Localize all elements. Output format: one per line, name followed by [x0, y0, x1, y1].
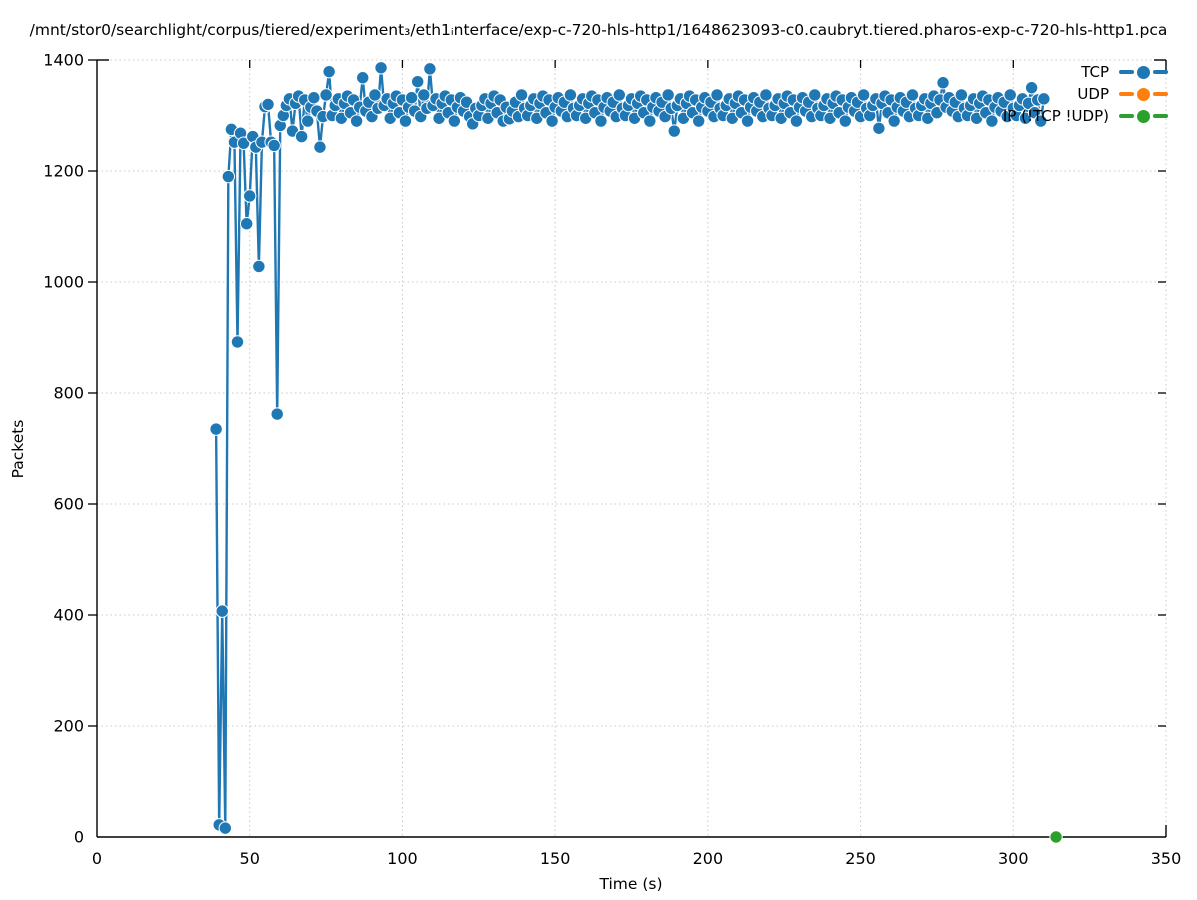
tcp-series-line	[214, 66, 1046, 830]
x-tick-label: 300	[998, 849, 1029, 868]
y-tick-label: 1000	[43, 273, 84, 292]
tcp-data-point	[215, 604, 229, 618]
tcp-data-point	[239, 217, 254, 231]
tcp-data-point	[985, 114, 999, 128]
legend-line-icon	[1153, 70, 1168, 74]
tcp-data-point	[1024, 81, 1039, 95]
tcp-data-point	[411, 74, 425, 89]
tcp-data-point	[563, 88, 578, 102]
legend-line-icon	[1153, 92, 1168, 96]
y-tick-label: 1400	[43, 51, 84, 70]
tcp-data-point	[887, 114, 901, 128]
x-tick-label: 150	[540, 849, 571, 868]
tcp-data-point	[319, 88, 333, 102]
legend-marker-icon	[1137, 65, 1150, 79]
y-tick-label: 200	[53, 717, 84, 736]
tcp-data-point	[307, 91, 321, 105]
tcp-data-point	[230, 335, 245, 349]
tcp-data-point	[236, 136, 251, 150]
tcp-data-point	[1037, 92, 1051, 106]
tcp-data-point	[740, 114, 755, 128]
legend-marker-icon	[1137, 109, 1150, 123]
tcp-data-point	[514, 88, 529, 102]
tcp-data-point	[261, 97, 275, 112]
tcp-data-point	[368, 88, 382, 102]
tcp-data-point	[838, 114, 852, 128]
legend-item-tcp: TCP	[1003, 61, 1168, 83]
legend-label-udp: UDP	[1077, 85, 1109, 103]
tcp-data-point	[221, 169, 236, 184]
x-tick-label: 200	[693, 849, 724, 868]
tcp-data-point	[1003, 88, 1017, 102]
legend-marker-icon	[1137, 87, 1150, 101]
y-tick-label: 600	[53, 495, 84, 514]
y-tick-label: 800	[53, 384, 84, 403]
legend-label-tcp: TCP	[1081, 63, 1109, 81]
legend-item-udp: UDP	[1003, 83, 1168, 105]
legend-line-icon	[1153, 114, 1168, 118]
tcp-data-point	[1034, 114, 1048, 128]
tcp-data-point	[759, 88, 773, 102]
tcp-data-point	[667, 124, 681, 138]
tcp-data-point	[545, 114, 559, 128]
legend-line-icon	[1119, 70, 1134, 74]
tcp-data-point	[423, 62, 437, 76]
x-tick-label: 0	[92, 849, 102, 868]
y-tick-label: 0	[74, 828, 84, 847]
tcp-data-point	[270, 407, 284, 421]
tcp-data-point	[661, 88, 675, 102]
y-tick-label: 400	[53, 606, 84, 625]
ip-tcp-udp-data-point	[1049, 830, 1063, 844]
tcp-data-point	[872, 121, 886, 135]
tcp-data-point	[267, 138, 281, 153]
tcp-data-point	[691, 114, 706, 128]
legend-sample-udp	[1119, 87, 1168, 101]
y-tick-label: 1200	[43, 162, 84, 181]
tcp-data-point	[954, 88, 969, 102]
tcp-data-point	[322, 64, 336, 79]
tcp-data-point	[643, 114, 657, 128]
tcp-data-point	[294, 129, 309, 144]
tcp-data-point	[612, 88, 626, 102]
legend-sample-tcp	[1119, 65, 1168, 79]
tcp-data-point	[374, 61, 388, 75]
legend-label-ip-other: IP (!TCP !UDP)	[1002, 107, 1109, 125]
tcp-data-point	[252, 259, 266, 274]
x-axis-title: Time (s)	[599, 875, 663, 893]
chart-title: /mnt/stor0/searchlight/corpus/tiered/exp…	[29, 21, 1168, 39]
tcp-data-point	[243, 189, 257, 203]
tcp-data-point	[789, 114, 804, 128]
x-tick-label: 100	[387, 849, 418, 868]
tcp-data-point	[447, 114, 462, 128]
tcp-data-point	[301, 114, 315, 128]
legend: TCP UDP IP (!TCP !UDP)	[1003, 61, 1168, 127]
x-tick-label: 250	[845, 849, 876, 868]
legend-item-ip-other: IP (!TCP !UDP)	[1003, 105, 1168, 127]
tcp-data-point	[905, 88, 920, 102]
tcp-data-point	[313, 140, 327, 154]
tcp-data-point	[356, 71, 370, 85]
legend-line-icon	[1119, 114, 1134, 118]
tcp-data-point	[349, 114, 364, 128]
tcp-data-point	[808, 88, 822, 102]
tcp-data-point	[209, 422, 223, 436]
x-tick-label: 50	[240, 849, 260, 868]
tcp-data-point	[417, 88, 431, 102]
tcp-data-point	[594, 114, 608, 128]
x-tick-label: 350	[1151, 849, 1182, 868]
legend-sample-ip-other	[1119, 109, 1168, 123]
tcp-data-point	[710, 88, 724, 102]
tcp-data-point	[398, 114, 413, 128]
legend-line-icon	[1119, 92, 1134, 96]
tcp-data-point	[404, 91, 419, 105]
tcp-data-point	[856, 88, 871, 102]
tcp-data-point	[936, 76, 950, 90]
tcp-data-point	[218, 821, 232, 835]
tcp-data-point	[459, 95, 474, 109]
